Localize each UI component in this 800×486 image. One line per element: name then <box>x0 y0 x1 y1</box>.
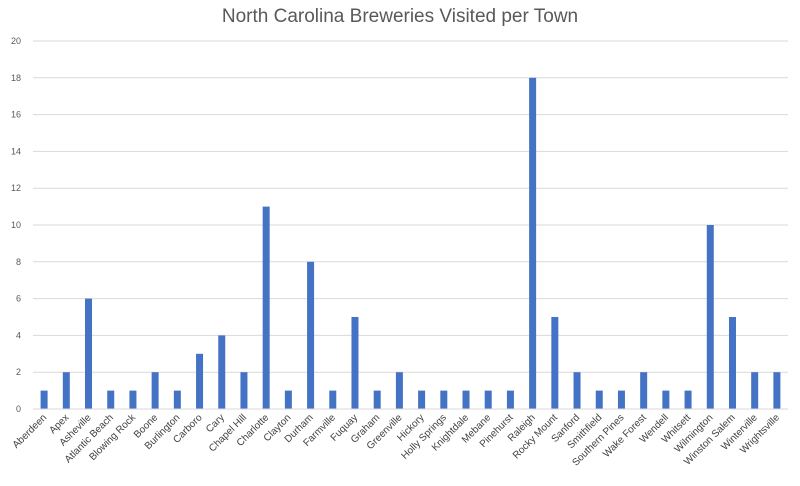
bar-graham <box>373 390 381 409</box>
bar-blowing-rock <box>129 390 137 409</box>
bar-holly-springs <box>440 390 448 409</box>
bar-wrightsville <box>773 372 781 409</box>
bar-boone <box>151 372 159 409</box>
bar-aberdeen <box>40 390 48 409</box>
y-tick-label: 14 <box>11 146 21 156</box>
y-axis-ticks: 0 2 4 6 8 10 12 14 16 18 20 <box>11 36 21 414</box>
y-tick-label: 0 <box>16 404 21 414</box>
x-category-label: Aberdeen <box>11 412 49 450</box>
bar-southern-pines <box>617 390 625 409</box>
bar-asheville <box>85 298 93 409</box>
bar-burlington <box>173 390 181 409</box>
bar-atlantic-beach <box>107 390 115 409</box>
y-tick-label: 8 <box>16 257 21 267</box>
y-tick-label: 16 <box>11 110 21 120</box>
bar-wilmington <box>706 225 714 409</box>
y-tick-label: 12 <box>11 183 21 193</box>
bar-hickory <box>418 390 426 409</box>
bar-cary <box>218 335 226 409</box>
y-tick-label: 20 <box>11 36 21 46</box>
bar-whitsett <box>684 390 692 409</box>
chart-title: North Carolina Breweries Visited per Tow… <box>221 6 579 27</box>
bar-wendell <box>662 390 670 409</box>
bar-winston-salem <box>728 317 736 409</box>
bar-clayton <box>284 390 292 409</box>
gridlines <box>33 40 788 373</box>
bar-smithfield <box>595 390 603 409</box>
y-tick-label: 6 <box>16 294 21 304</box>
bar-pinehurst <box>506 390 514 409</box>
bar-raleigh <box>529 77 537 410</box>
bar-farmville <box>329 390 337 409</box>
y-tick-label: 2 <box>16 367 21 377</box>
bar-apex <box>62 372 70 409</box>
bar-sanford <box>573 372 581 409</box>
bar-knightdale <box>462 390 470 409</box>
bar-fuquay <box>351 317 359 409</box>
bar-chapel-hill <box>240 372 248 409</box>
y-tick-label: 10 <box>11 220 21 230</box>
bars <box>40 77 781 410</box>
bar-charlotte <box>262 206 270 409</box>
bar-wake-forest <box>640 372 648 409</box>
bar-mebane <box>484 390 492 409</box>
y-tick-label: 4 <box>16 330 21 340</box>
y-tick-label: 18 <box>11 73 21 83</box>
bar-greenville <box>395 372 403 409</box>
bar-carboro <box>196 353 204 409</box>
bar-rocky-mount <box>551 317 559 409</box>
bar-durham <box>307 261 315 409</box>
bar-winterville <box>751 372 759 409</box>
